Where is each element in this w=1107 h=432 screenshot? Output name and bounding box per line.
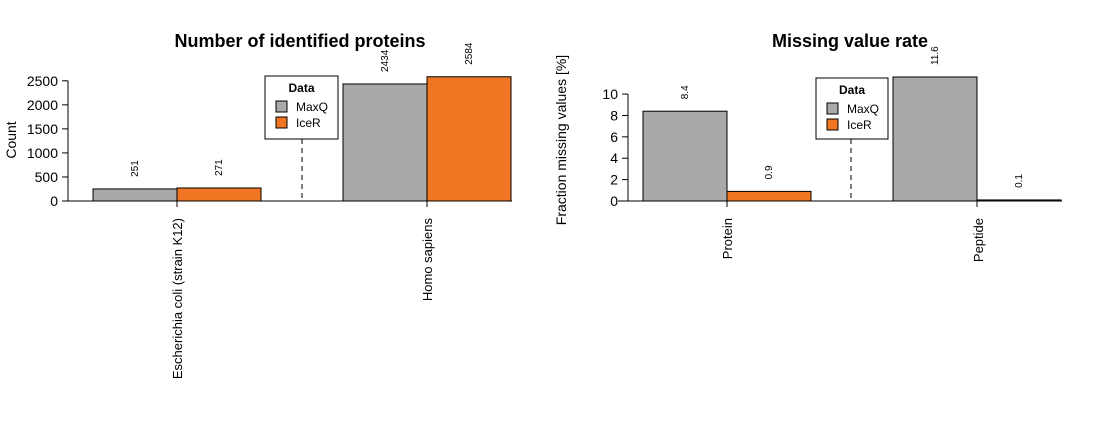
bar-maxq (342, 83, 428, 202)
bar-icer (426, 76, 512, 202)
chart-title: Missing value rate (772, 31, 928, 51)
y-tick-label: 2 (610, 172, 618, 188)
bar-icer (176, 187, 262, 202)
chart-2: Missing value rate Fraction missing value… (553, 31, 1062, 262)
legend-swatch-maxq (826, 102, 839, 115)
y-tick-label: 2500 (27, 73, 58, 89)
data-label: 11.6 (930, 46, 941, 65)
y-tick-label: 2000 (27, 97, 58, 113)
y-tick-label: 8 (610, 107, 618, 123)
y-tick-label: 500 (35, 169, 59, 185)
y-axis-label: Fraction missing values [%] (553, 55, 569, 225)
y-tick-label: 4 (610, 150, 618, 166)
bar-icer (726, 190, 812, 202)
data-label: 2434 (380, 49, 391, 72)
bar-maxq (892, 76, 978, 202)
data-label: 251 (130, 160, 141, 177)
legend-title: Data (288, 81, 314, 95)
data-label: 0.9 (764, 165, 775, 179)
x-category-label: Protein (720, 218, 735, 259)
data-label: 8.4 (680, 85, 691, 99)
legend-swatch-icer (275, 116, 288, 129)
y-axis-label: Count (3, 121, 19, 158)
legend: Data MaxQ IceR (264, 75, 339, 140)
data-label: 2584 (464, 42, 475, 65)
chart-title: Number of identified proteins (174, 31, 425, 51)
bar-icer (976, 199, 1062, 202)
x-category-label: Peptide (971, 218, 986, 262)
legend-label-maxq: MaxQ (847, 102, 879, 116)
x-category-label: Escherichia coli (strain K12) (170, 218, 185, 379)
legend-swatch-icer (826, 118, 839, 131)
legend-label-icer: IceR (847, 118, 872, 132)
legend-label-maxq: MaxQ (296, 100, 328, 114)
y-tick-label: 1000 (27, 145, 58, 161)
legend: Data MaxQ IceR (815, 77, 889, 140)
bar-maxq (92, 188, 178, 202)
x-category-label: Homo sapiens (420, 218, 435, 302)
y-tick-label: 10 (602, 86, 618, 102)
y-tick-label: 6 (610, 129, 618, 145)
legend-title: Data (839, 83, 865, 97)
data-label: 271 (214, 159, 225, 176)
y-tick-label: 1500 (27, 121, 58, 137)
legend-label-icer: IceR (296, 116, 321, 130)
y-tick-label: 0 (610, 193, 618, 209)
y-tick-label: 0 (50, 193, 58, 209)
legend-swatch-maxq (275, 100, 288, 113)
data-label: 0.1 (1014, 174, 1025, 188)
bar-maxq (642, 110, 728, 202)
chart-1: Number of identified proteins Count 0 500 10… (3, 31, 512, 379)
